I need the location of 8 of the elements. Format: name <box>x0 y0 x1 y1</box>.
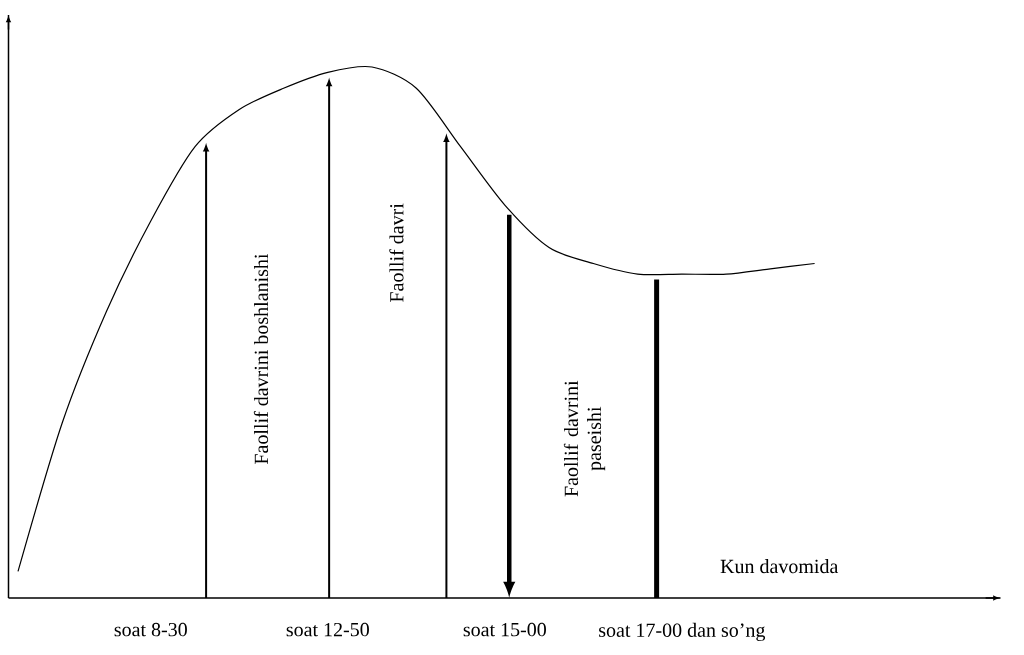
x-tick-label: soat 8-30 <box>114 622 187 637</box>
annotation: Faollif davrini paseishi <box>563 380 606 497</box>
annotation: Faollif davrini boshlanishi <box>253 253 269 465</box>
annotation: Faollif davri <box>389 203 404 302</box>
x-tick-label: soat 12-50 <box>286 622 369 637</box>
annotation: Kun davomida <box>720 559 839 574</box>
x-tick-label: soat 17-00 dan so’ng <box>599 622 766 642</box>
x-tick-label: soat 15-00 <box>463 622 546 637</box>
